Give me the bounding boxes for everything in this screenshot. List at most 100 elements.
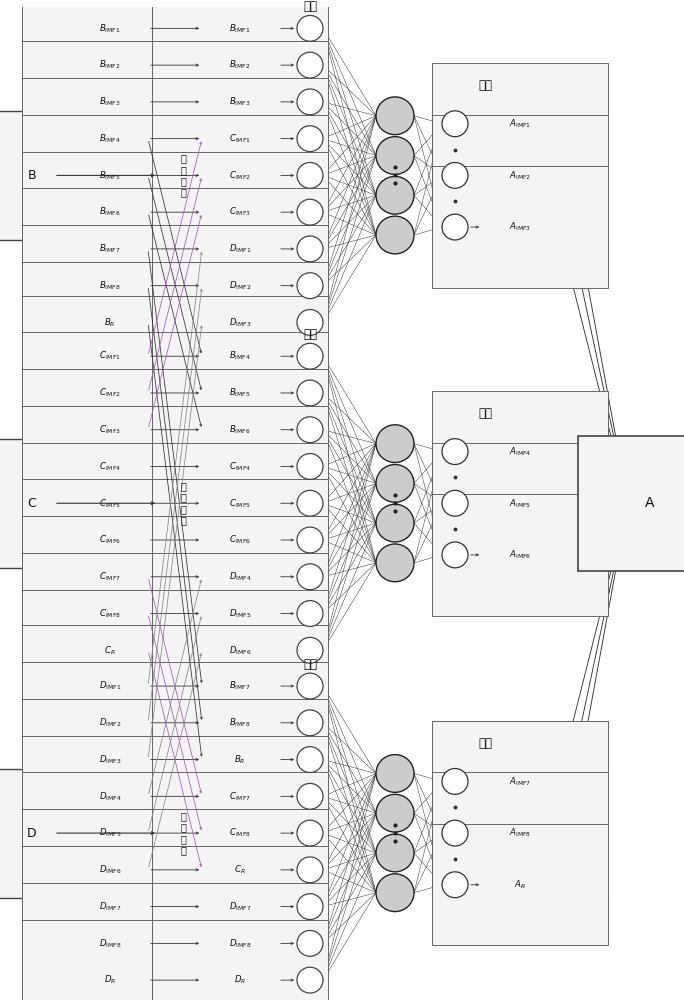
Text: $D_{\mathrm{IMF5}}$: $D_{\mathrm{IMF5}}$ [98,827,121,839]
Text: $D_{\mathrm{IMF5}}$: $D_{\mathrm{IMF5}}$ [228,607,251,620]
FancyBboxPatch shape [432,443,608,564]
Text: $A_{\mathrm{IMF5}}$: $A_{\mathrm{IMF5}}$ [509,497,531,510]
Circle shape [376,794,414,832]
FancyBboxPatch shape [22,809,198,930]
FancyBboxPatch shape [152,5,328,126]
FancyBboxPatch shape [152,0,328,89]
Text: 输出: 输出 [478,79,492,92]
Text: $B_R$: $B_R$ [234,753,246,766]
FancyBboxPatch shape [152,920,328,1000]
Circle shape [442,820,468,846]
Text: A: A [645,496,655,510]
Circle shape [442,872,468,898]
Text: $C_{\mathrm{IMF2}}$: $C_{\mathrm{IMF2}}$ [99,387,121,399]
FancyBboxPatch shape [22,625,198,747]
Text: $C_{\mathrm{IMF8}}$: $C_{\mathrm{IMF8}}$ [99,607,121,620]
Text: $D_{\mathrm{IMF7}}$: $D_{\mathrm{IMF7}}$ [229,900,251,913]
FancyBboxPatch shape [22,590,198,711]
FancyBboxPatch shape [152,115,328,236]
FancyBboxPatch shape [152,699,328,820]
Text: $D_{\mathrm{IMF2}}$: $D_{\mathrm{IMF2}}$ [229,279,251,292]
Circle shape [297,15,323,41]
Circle shape [297,310,323,335]
Circle shape [297,126,323,152]
FancyBboxPatch shape [152,883,328,1000]
FancyBboxPatch shape [22,262,198,383]
Text: $B_{\mathrm{IMF4}}$: $B_{\mathrm{IMF4}}$ [229,350,251,362]
Text: $A_{\mathrm{IMF6}}$: $A_{\mathrm{IMF6}}$ [509,549,531,561]
Circle shape [442,490,468,516]
Circle shape [376,544,414,582]
FancyBboxPatch shape [432,391,608,512]
Text: $D_R$: $D_R$ [234,974,246,986]
Text: $D_{\mathrm{IMF4}}$: $D_{\mathrm{IMF4}}$ [98,790,121,803]
Circle shape [376,176,414,214]
FancyBboxPatch shape [152,662,328,783]
FancyBboxPatch shape [22,225,198,346]
Text: D: D [27,827,37,840]
Text: B: B [27,169,36,182]
Circle shape [297,380,323,406]
Circle shape [442,111,468,137]
FancyBboxPatch shape [152,369,328,490]
Text: $C_{\mathrm{IMF7}}$: $C_{\mathrm{IMF7}}$ [99,571,121,583]
FancyBboxPatch shape [108,0,322,382]
Circle shape [297,199,323,225]
Text: $B_{\mathrm{IMF6}}$: $B_{\mathrm{IMF6}}$ [99,206,121,218]
Text: $A_{\mathrm{IMF4}}$: $A_{\mathrm{IMF4}}$ [509,445,531,458]
Circle shape [297,967,323,993]
Text: $D_{\mathrm{IMF2}}$: $D_{\mathrm{IMF2}}$ [98,717,121,729]
FancyBboxPatch shape [432,494,608,616]
FancyBboxPatch shape [152,590,328,711]
Circle shape [442,769,468,794]
Circle shape [297,710,323,736]
FancyBboxPatch shape [0,769,104,898]
FancyBboxPatch shape [22,516,198,637]
Text: $A_{\mathrm{IMF1}}$: $A_{\mathrm{IMF1}}$ [509,117,531,130]
Circle shape [297,820,323,846]
FancyBboxPatch shape [22,296,198,417]
Text: $B_{\mathrm{IMF3}}$: $B_{\mathrm{IMF3}}$ [99,96,121,108]
FancyBboxPatch shape [152,516,328,637]
Text: 输出: 输出 [478,407,492,420]
Text: $D_{\mathrm{IMF4}}$: $D_{\mathrm{IMF4}}$ [228,571,251,583]
FancyBboxPatch shape [152,152,328,273]
Text: $C_{\mathrm{IMF2}}$: $C_{\mathrm{IMF2}}$ [229,169,251,182]
Text: $B_{\mathrm{IMF2}}$: $B_{\mathrm{IMF2}}$ [229,59,251,71]
FancyBboxPatch shape [432,115,608,236]
Text: $C_{\mathrm{IMF6}}$: $C_{\mathrm{IMF6}}$ [99,534,121,546]
FancyBboxPatch shape [22,772,198,894]
FancyBboxPatch shape [152,443,328,564]
FancyBboxPatch shape [432,721,608,842]
Text: $B_{\mathrm{IMF2}}$: $B_{\mathrm{IMF2}}$ [99,59,121,71]
Circle shape [297,747,323,772]
Circle shape [297,236,323,262]
Circle shape [297,564,323,590]
Text: $C_{\mathrm{IMF1}}$: $C_{\mathrm{IMF1}}$ [229,132,251,145]
FancyBboxPatch shape [108,626,322,1000]
Text: $B_{\mathrm{IMF7}}$: $B_{\mathrm{IMF7}}$ [229,680,251,692]
Text: $A_{\mathrm{IMF8}}$: $A_{\mathrm{IMF8}}$ [509,827,531,839]
FancyBboxPatch shape [22,41,198,162]
Circle shape [297,417,323,443]
FancyBboxPatch shape [0,111,104,240]
FancyBboxPatch shape [22,78,198,199]
Circle shape [376,137,414,174]
FancyBboxPatch shape [432,166,608,288]
Circle shape [442,439,468,465]
FancyBboxPatch shape [152,225,328,346]
FancyBboxPatch shape [22,152,198,273]
FancyBboxPatch shape [152,188,328,310]
Text: $D_{\mathrm{IMF8}}$: $D_{\mathrm{IMF8}}$ [98,937,121,950]
FancyBboxPatch shape [22,736,198,857]
FancyBboxPatch shape [0,439,104,568]
Circle shape [442,162,468,188]
FancyBboxPatch shape [152,78,328,199]
FancyBboxPatch shape [152,262,328,383]
Text: $B_{\mathrm{IMF1}}$: $B_{\mathrm{IMF1}}$ [99,22,121,35]
Circle shape [297,673,323,699]
Text: $D_{\mathrm{IMF7}}$: $D_{\mathrm{IMF7}}$ [98,900,121,913]
Text: $D_{\mathrm{IMF6}}$: $D_{\mathrm{IMF6}}$ [98,864,121,876]
Text: $A_{\mathrm{IMF2}}$: $A_{\mathrm{IMF2}}$ [509,169,531,182]
Circle shape [376,874,414,912]
